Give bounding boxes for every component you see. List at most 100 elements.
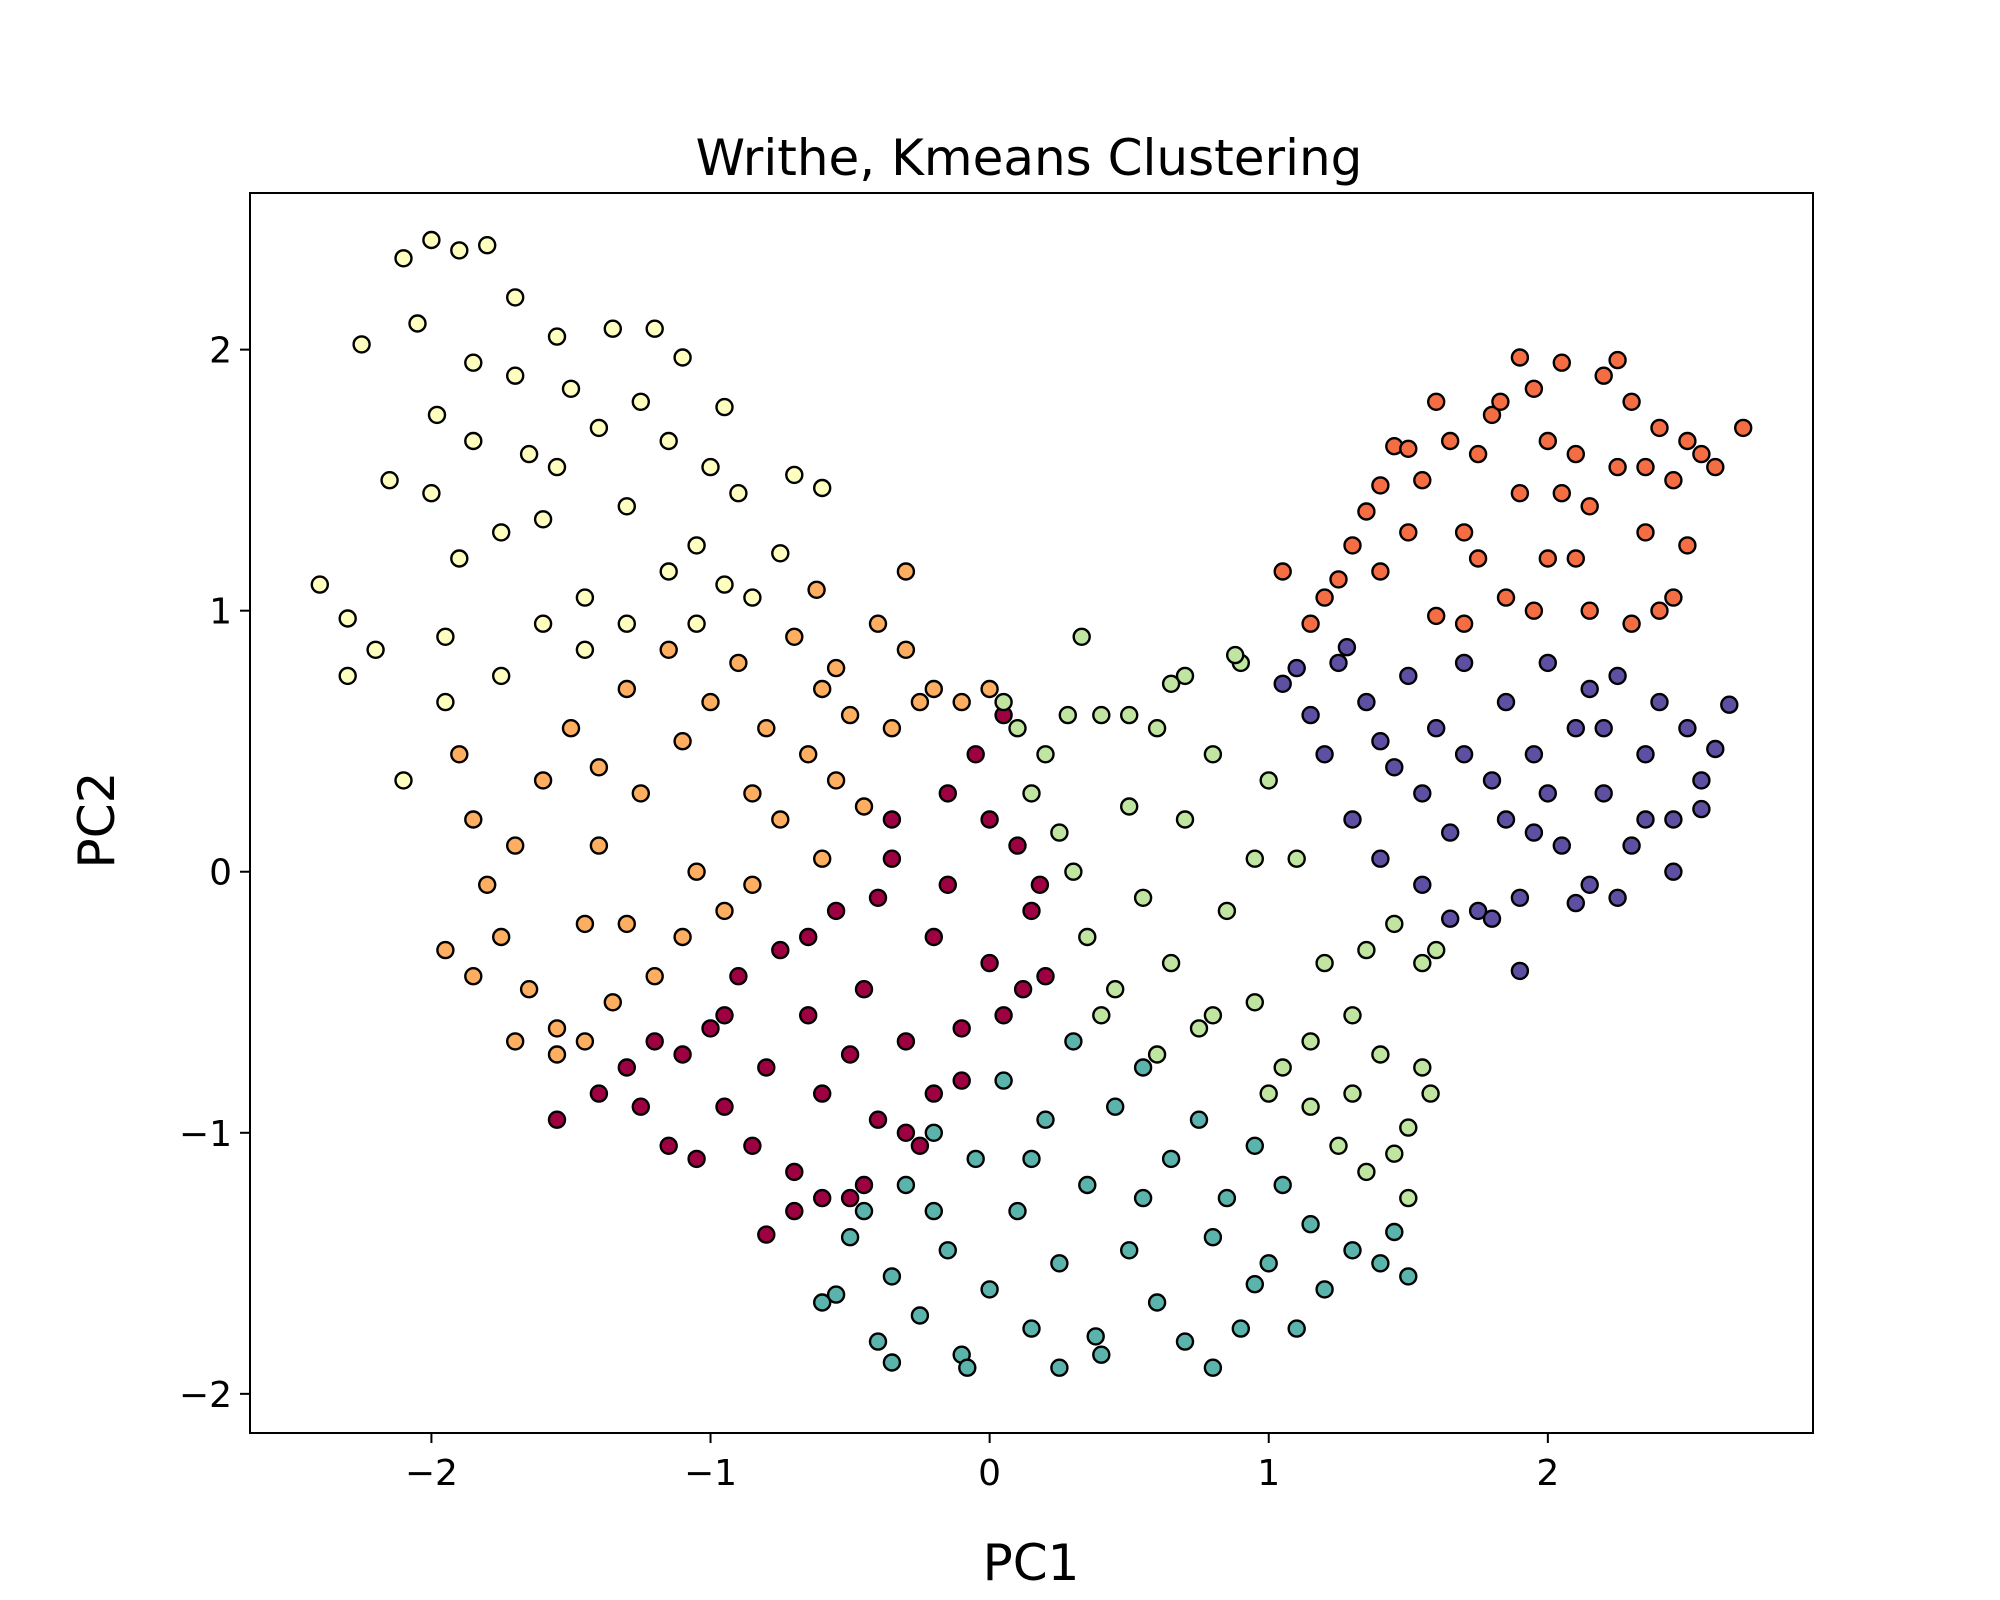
data-point [338, 666, 357, 686]
data-point [1371, 1045, 1390, 1064]
data-point [1580, 679, 1599, 699]
x-tick-label: 0 [978, 1453, 1001, 1494]
data-point [1622, 836, 1641, 855]
data-point [1440, 909, 1460, 928]
data-point [492, 523, 511, 542]
data-point [1426, 719, 1446, 738]
data-point [994, 1006, 1013, 1025]
data-point [1259, 771, 1278, 790]
y-tick-label: −2 [179, 1375, 232, 1416]
data-point [1426, 940, 1446, 960]
data-point [729, 484, 748, 503]
cluster-2 [436, 562, 999, 1064]
data-point [1622, 614, 1641, 633]
chart-title: Writhe, Kmeans Clustering [696, 129, 1363, 187]
data-point [1580, 875, 1599, 894]
data-point [1566, 444, 1586, 464]
data-point [561, 379, 581, 398]
data-point [854, 1201, 874, 1221]
data-point [1594, 784, 1613, 803]
data-point [1343, 810, 1362, 829]
data-point [1092, 1006, 1111, 1025]
data-point [1399, 666, 1418, 686]
data-point [715, 575, 734, 594]
data-point [617, 914, 636, 934]
data-point [785, 1201, 804, 1221]
data-point [1105, 980, 1125, 999]
data-point [938, 875, 957, 894]
data-point [603, 993, 622, 1012]
x-tick-label: −1 [684, 1453, 737, 1494]
data-point [1273, 674, 1292, 693]
data-point [994, 1071, 1013, 1090]
data-point [1175, 810, 1195, 829]
data-point [436, 692, 455, 712]
y-tick-label: −1 [179, 1114, 232, 1155]
data-point [427, 405, 447, 425]
data-point [575, 1032, 595, 1051]
data-point [896, 640, 916, 659]
data-point [1022, 901, 1041, 921]
data-point [743, 588, 762, 607]
data-point [799, 927, 818, 947]
data-point [687, 536, 706, 555]
data-point [1385, 1222, 1404, 1242]
data-point [687, 862, 706, 881]
data-point [519, 444, 539, 464]
data-point [1301, 705, 1320, 725]
data-point [1161, 674, 1181, 693]
data-point [1426, 392, 1446, 411]
data-point [1203, 1358, 1223, 1377]
data-point [966, 745, 985, 764]
data-point [436, 940, 455, 960]
data-point [813, 478, 832, 498]
data-point [547, 1045, 567, 1064]
data-point [1092, 705, 1111, 725]
data-point [826, 901, 846, 921]
data-point [1468, 549, 1488, 568]
cluster-3 [547, 705, 1055, 1244]
data-point [1413, 953, 1432, 973]
x-axis: −2 −1 0 1 2 [405, 1433, 1559, 1494]
data-point [896, 1123, 916, 1143]
data-point [1510, 484, 1530, 503]
data-point [1072, 627, 1091, 646]
data-point [1064, 1032, 1083, 1051]
data-point [1050, 823, 1069, 842]
data-point [1078, 1175, 1097, 1195]
data-point [659, 640, 678, 659]
data-point [1566, 719, 1586, 738]
data-point [924, 1201, 943, 1221]
data-point [1175, 1332, 1195, 1351]
data-point [1538, 653, 1558, 673]
data-point [882, 1353, 902, 1372]
data-point [1421, 1084, 1440, 1103]
data-point [854, 1175, 874, 1195]
data-point [799, 1006, 818, 1025]
data-point [1496, 810, 1516, 829]
data-point [1454, 523, 1474, 542]
data-point [1217, 901, 1237, 921]
data-point [1022, 1149, 1041, 1169]
data-point [743, 875, 762, 894]
data-point [1385, 1144, 1404, 1163]
data-point [338, 609, 357, 628]
data-point [910, 1136, 930, 1156]
data-point [394, 771, 413, 790]
data-point [807, 580, 826, 599]
data-point [1301, 1097, 1320, 1116]
data-point [729, 967, 748, 986]
data-point [1217, 1188, 1237, 1208]
data-point [701, 692, 720, 712]
data-point [1650, 692, 1669, 712]
data-point [506, 1032, 525, 1051]
data-point [1329, 1136, 1348, 1156]
data-point [1454, 653, 1474, 673]
data-point [1371, 732, 1390, 751]
data-point [1552, 353, 1572, 372]
data-point [687, 1149, 706, 1169]
data-point [1454, 614, 1474, 633]
data-point [464, 967, 483, 986]
data-point [1440, 823, 1460, 842]
